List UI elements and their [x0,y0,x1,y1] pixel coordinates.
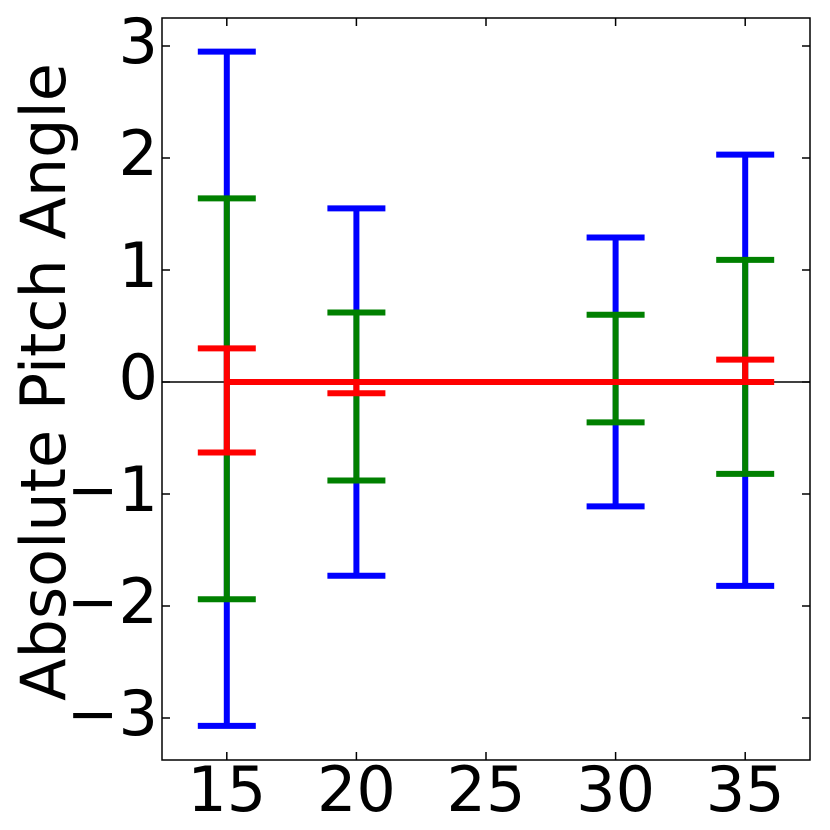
y-tick-label: 0 [119,341,158,414]
y-tick-label: −3 [67,677,158,750]
x-tick-label: 35 [706,753,785,826]
y-tick-label: 2 [119,117,158,190]
y-tick-label: −2 [67,565,158,638]
y-tick-label: 3 [119,5,158,78]
x-tick-label: 15 [187,753,266,826]
y-tick-label: −1 [67,453,158,526]
y-axis-label: Absolute Pitch Angle [7,63,80,701]
x-tick-label: 30 [576,753,655,826]
y-tick-label: 1 [119,229,158,302]
x-tick-label: 20 [317,753,396,826]
plot-area [161,17,811,761]
x-tick-label: 25 [447,753,526,826]
